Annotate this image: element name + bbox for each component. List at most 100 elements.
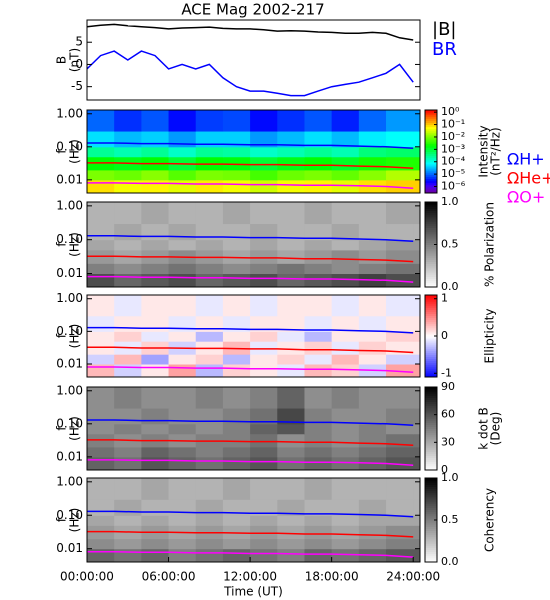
heatmap-cell xyxy=(331,331,360,342)
heatmap-cell xyxy=(168,548,197,562)
heatmap-cell xyxy=(277,515,305,526)
heatmap-cell xyxy=(331,315,360,332)
heatmap-cell xyxy=(222,548,251,562)
heatmap-cell xyxy=(250,169,278,181)
colorbar-swatch xyxy=(425,153,437,157)
heatmap-cell xyxy=(250,387,278,409)
heatmap-cell xyxy=(277,249,305,264)
colorbar-swatch xyxy=(425,372,437,376)
heatmap-cell xyxy=(386,515,414,526)
heatmap-cell xyxy=(331,179,360,193)
colorbar-swatch xyxy=(425,141,437,144)
gyro-line xyxy=(87,235,414,242)
colorbar-swatch xyxy=(425,356,437,360)
colorbar-swatch xyxy=(425,543,437,546)
heatmap-cell xyxy=(386,354,414,365)
heatmap-cell xyxy=(141,110,170,132)
colorbar-swatch xyxy=(425,276,437,279)
heatmap-cell xyxy=(386,223,414,241)
heatmap-cell xyxy=(87,456,115,470)
heatmap-cell xyxy=(114,263,142,275)
colorbar-swatch xyxy=(425,299,437,302)
y-axis-label: (Hz) xyxy=(68,416,82,441)
heatmap-cell xyxy=(168,499,197,516)
x-tick-label: 12:00:00 xyxy=(223,570,277,584)
colorbar-swatch xyxy=(425,214,437,218)
colorbar-swatch xyxy=(425,168,437,171)
colorbar-swatch xyxy=(425,364,437,368)
colorbar-swatch xyxy=(425,416,437,419)
heatmap-cell xyxy=(304,169,333,181)
heatmap-cell xyxy=(277,548,305,562)
colorbar-swatch xyxy=(425,112,437,115)
colorbar-swatch xyxy=(425,399,437,403)
colorbar-swatch xyxy=(425,501,437,504)
colorbar-swatch xyxy=(425,116,437,119)
heatmap-cell xyxy=(358,223,387,241)
colorbar-tick-label: 0.0 xyxy=(441,555,459,568)
heatmap-cell xyxy=(168,331,197,342)
colorbar-swatch xyxy=(425,478,437,481)
colorbar-swatch xyxy=(425,257,437,260)
heatmap-cell xyxy=(386,263,414,275)
legend-label: |B| xyxy=(432,19,456,40)
heatmap-cell xyxy=(277,239,305,251)
colorbar-swatch xyxy=(425,333,437,337)
heatmap-cell xyxy=(222,156,251,171)
heatmap-cell xyxy=(413,156,420,171)
plot-frame xyxy=(86,19,421,101)
colorbar-swatch xyxy=(425,225,437,228)
colorbar-swatch xyxy=(425,272,437,275)
heatmap-cell xyxy=(250,249,278,264)
heatmap-cell xyxy=(222,408,251,425)
heatmap-cell xyxy=(413,515,420,526)
heatmap-cell xyxy=(413,456,420,470)
heatmap-cell xyxy=(413,273,420,287)
y-axis-label: (nT) xyxy=(68,48,82,72)
colorbar-swatch xyxy=(425,145,437,148)
gyro-line xyxy=(87,530,414,538)
heatmap-cell xyxy=(413,249,420,264)
y-tick-label: 0.01 xyxy=(56,266,83,280)
heatmap-cell xyxy=(222,110,251,132)
colorbar-swatch xyxy=(425,172,437,175)
heatmap-cell xyxy=(195,387,224,409)
heatmap-cell xyxy=(386,387,414,409)
heatmap-cell xyxy=(331,548,360,562)
heatmap-cell xyxy=(413,364,420,377)
heatmap-cell xyxy=(250,315,278,332)
heatmap-cell xyxy=(195,131,224,148)
x-tick-label: 06:00:00 xyxy=(142,570,196,584)
colorbar-tick-label: 1 xyxy=(441,292,448,305)
colorbar-swatch xyxy=(425,541,437,544)
heatmap-cell xyxy=(222,169,251,181)
heatmap-cell xyxy=(195,146,224,158)
heatmap-cell xyxy=(386,295,414,317)
heatmap-cell xyxy=(141,131,170,148)
colorbar-tick-label: 10⁻¹ xyxy=(441,118,465,131)
colorbar-swatch xyxy=(425,449,437,452)
heatmap-cell xyxy=(195,354,224,365)
colorbar-swatch xyxy=(425,438,437,442)
gyro-line xyxy=(87,366,414,373)
heatmap-cell xyxy=(87,263,115,275)
heatmap-cell xyxy=(222,446,251,458)
colorbar-swatch xyxy=(425,331,437,335)
colorbar-swatch xyxy=(425,184,437,188)
heatmap-cell xyxy=(386,131,414,148)
colorbar-swatch xyxy=(425,321,437,325)
colorbar-swatch xyxy=(425,413,437,417)
colorbar-swatch xyxy=(425,509,437,513)
heatmap-cell xyxy=(141,179,170,193)
heatmap-cell xyxy=(358,131,387,148)
colorbar-swatch xyxy=(425,182,437,186)
legend-label: BR xyxy=(432,39,457,60)
colorbar-swatch xyxy=(425,534,437,538)
heatmap-cell xyxy=(304,110,333,132)
heatmap-cell xyxy=(277,364,305,377)
heatmap-cell xyxy=(358,315,387,332)
colorbar-swatch xyxy=(425,202,437,205)
heatmap-cell xyxy=(358,387,387,409)
colorbar-label: Ellipticity xyxy=(483,309,497,364)
heatmap-cell xyxy=(222,478,251,500)
